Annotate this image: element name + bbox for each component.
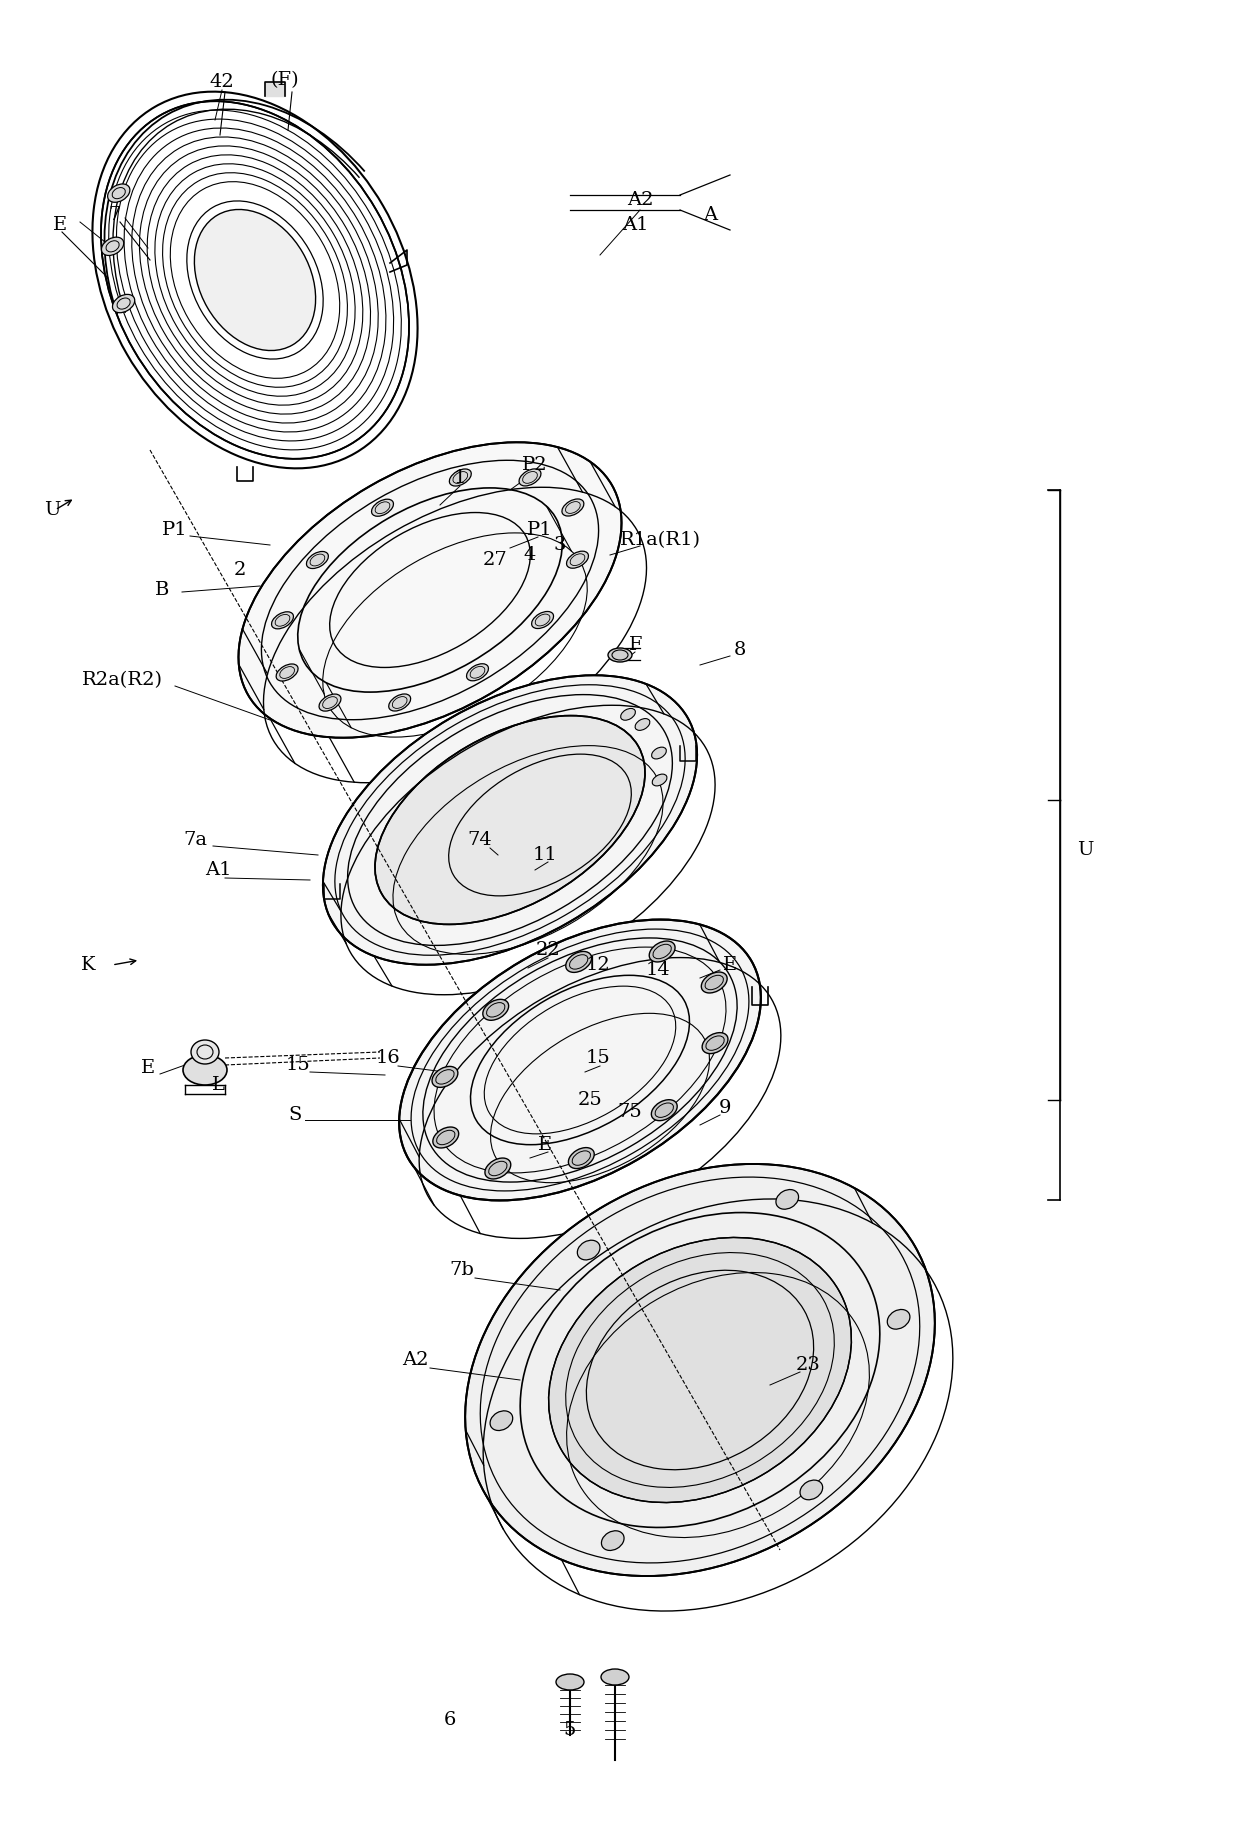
Text: E: E: [141, 1060, 155, 1076]
Text: (F): (F): [270, 71, 299, 90]
Text: A1: A1: [205, 861, 231, 879]
Ellipse shape: [482, 999, 508, 1019]
Text: 12: 12: [585, 956, 610, 974]
Ellipse shape: [184, 1054, 227, 1085]
Text: 7: 7: [109, 206, 122, 225]
Ellipse shape: [238, 442, 621, 738]
Text: A: A: [703, 206, 717, 225]
Ellipse shape: [650, 941, 675, 963]
Ellipse shape: [490, 1410, 512, 1431]
Text: 4: 4: [523, 546, 536, 565]
Text: 7b: 7b: [450, 1261, 475, 1279]
Ellipse shape: [433, 1127, 459, 1147]
Text: E: E: [538, 1136, 552, 1155]
Ellipse shape: [578, 1241, 600, 1261]
Ellipse shape: [562, 499, 584, 515]
Text: 16: 16: [376, 1049, 401, 1067]
Ellipse shape: [520, 470, 541, 486]
Text: A2: A2: [402, 1350, 428, 1368]
Ellipse shape: [102, 238, 124, 256]
Text: 9: 9: [719, 1100, 732, 1116]
Ellipse shape: [776, 1189, 799, 1209]
Text: K: K: [81, 956, 95, 974]
Text: F: F: [629, 636, 642, 654]
Text: A1: A1: [621, 216, 649, 234]
Ellipse shape: [888, 1310, 910, 1330]
Text: 8: 8: [734, 641, 746, 660]
Ellipse shape: [601, 1670, 629, 1684]
Ellipse shape: [651, 1100, 677, 1120]
Ellipse shape: [465, 1164, 935, 1577]
Ellipse shape: [702, 972, 727, 994]
Text: 75: 75: [618, 1104, 642, 1122]
Ellipse shape: [651, 747, 666, 758]
Ellipse shape: [635, 718, 650, 731]
Text: E: E: [723, 956, 737, 974]
Text: R1a(R1): R1a(R1): [620, 532, 701, 548]
Ellipse shape: [466, 663, 489, 681]
Text: 25: 25: [578, 1091, 603, 1109]
Text: 15: 15: [585, 1049, 610, 1067]
Ellipse shape: [568, 1147, 594, 1169]
Polygon shape: [265, 82, 285, 97]
Ellipse shape: [556, 1674, 584, 1690]
Ellipse shape: [319, 694, 341, 711]
Ellipse shape: [565, 952, 591, 972]
Text: U: U: [43, 501, 61, 519]
Ellipse shape: [272, 612, 294, 628]
Ellipse shape: [485, 1158, 511, 1178]
Text: E: E: [53, 216, 67, 234]
Text: 1: 1: [454, 470, 466, 488]
Ellipse shape: [372, 499, 393, 517]
Text: 74: 74: [467, 831, 492, 850]
Text: 22: 22: [536, 941, 560, 959]
Ellipse shape: [277, 663, 298, 681]
Text: 27: 27: [482, 552, 507, 568]
Ellipse shape: [601, 1531, 624, 1551]
Ellipse shape: [800, 1480, 822, 1500]
Text: 3: 3: [554, 535, 567, 554]
Ellipse shape: [306, 552, 329, 568]
Ellipse shape: [608, 649, 632, 661]
Ellipse shape: [567, 552, 589, 568]
Text: U: U: [1076, 840, 1094, 859]
Ellipse shape: [702, 1032, 728, 1054]
Ellipse shape: [449, 470, 471, 486]
Text: 42: 42: [210, 73, 234, 91]
Ellipse shape: [374, 716, 645, 924]
Ellipse shape: [399, 919, 761, 1200]
Ellipse shape: [388, 694, 410, 711]
Ellipse shape: [621, 709, 635, 720]
Text: 23: 23: [796, 1356, 821, 1374]
Text: 7a: 7a: [184, 831, 207, 850]
Text: S: S: [289, 1105, 301, 1124]
Text: B: B: [155, 581, 169, 599]
Text: 15: 15: [285, 1056, 310, 1074]
Text: P1: P1: [162, 521, 187, 539]
Ellipse shape: [432, 1067, 458, 1087]
Text: 5: 5: [564, 1721, 577, 1739]
Ellipse shape: [322, 676, 697, 965]
Ellipse shape: [652, 775, 667, 786]
Text: 2: 2: [234, 561, 247, 579]
Text: R2a(R2): R2a(R2): [82, 671, 162, 689]
Ellipse shape: [191, 1040, 219, 1063]
Text: A2: A2: [626, 192, 653, 208]
Text: P1: P1: [527, 521, 553, 539]
Ellipse shape: [113, 294, 135, 312]
Text: L: L: [212, 1076, 224, 1094]
Text: 6: 6: [444, 1712, 456, 1728]
Ellipse shape: [548, 1237, 852, 1502]
Text: 11: 11: [533, 846, 557, 864]
Text: P2: P2: [522, 457, 548, 473]
Text: 14: 14: [646, 961, 671, 979]
Ellipse shape: [195, 210, 316, 351]
Ellipse shape: [532, 612, 553, 628]
Ellipse shape: [108, 185, 130, 203]
